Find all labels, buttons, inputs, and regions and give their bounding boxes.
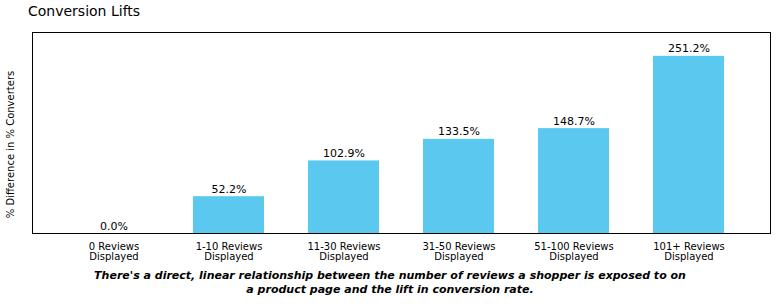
svg-text:31-50 ReviewsDisplayed: 31-50 ReviewsDisplayed <box>422 241 495 262</box>
svg-text:133.5%: 133.5% <box>438 125 480 138</box>
svg-text:11-30 ReviewsDisplayed: 11-30 ReviewsDisplayed <box>307 241 380 262</box>
svg-text:0 ReviewsDisplayed: 0 ReviewsDisplayed <box>89 241 139 262</box>
svg-text:0.0%: 0.0% <box>100 220 128 233</box>
html-text:Conversion Lifts: Conversion Lifts <box>28 3 141 19</box>
html-text:% Difference in % Converters: % Difference in % Converters <box>5 70 17 219</box>
svg-text:251.2%: 251.2% <box>668 42 710 55</box>
svg-text:1-10 ReviewsDisplayed: 1-10 ReviewsDisplayed <box>196 241 263 262</box>
svg-text:52.2%: 52.2% <box>212 183 247 196</box>
svg-text:101+ ReviewsDisplayed: 101+ ReviewsDisplayed <box>653 241 725 262</box>
svg-text:51-100 ReviewsDisplayed: 51-100 ReviewsDisplayed <box>534 241 614 262</box>
svg-text:148.7%: 148.7% <box>553 115 595 128</box>
svg-text:102.9%: 102.9% <box>323 147 365 160</box>
html-text:There's a direct, linear relat: There's a direct, linear relationship be… <box>94 269 686 296</box>
